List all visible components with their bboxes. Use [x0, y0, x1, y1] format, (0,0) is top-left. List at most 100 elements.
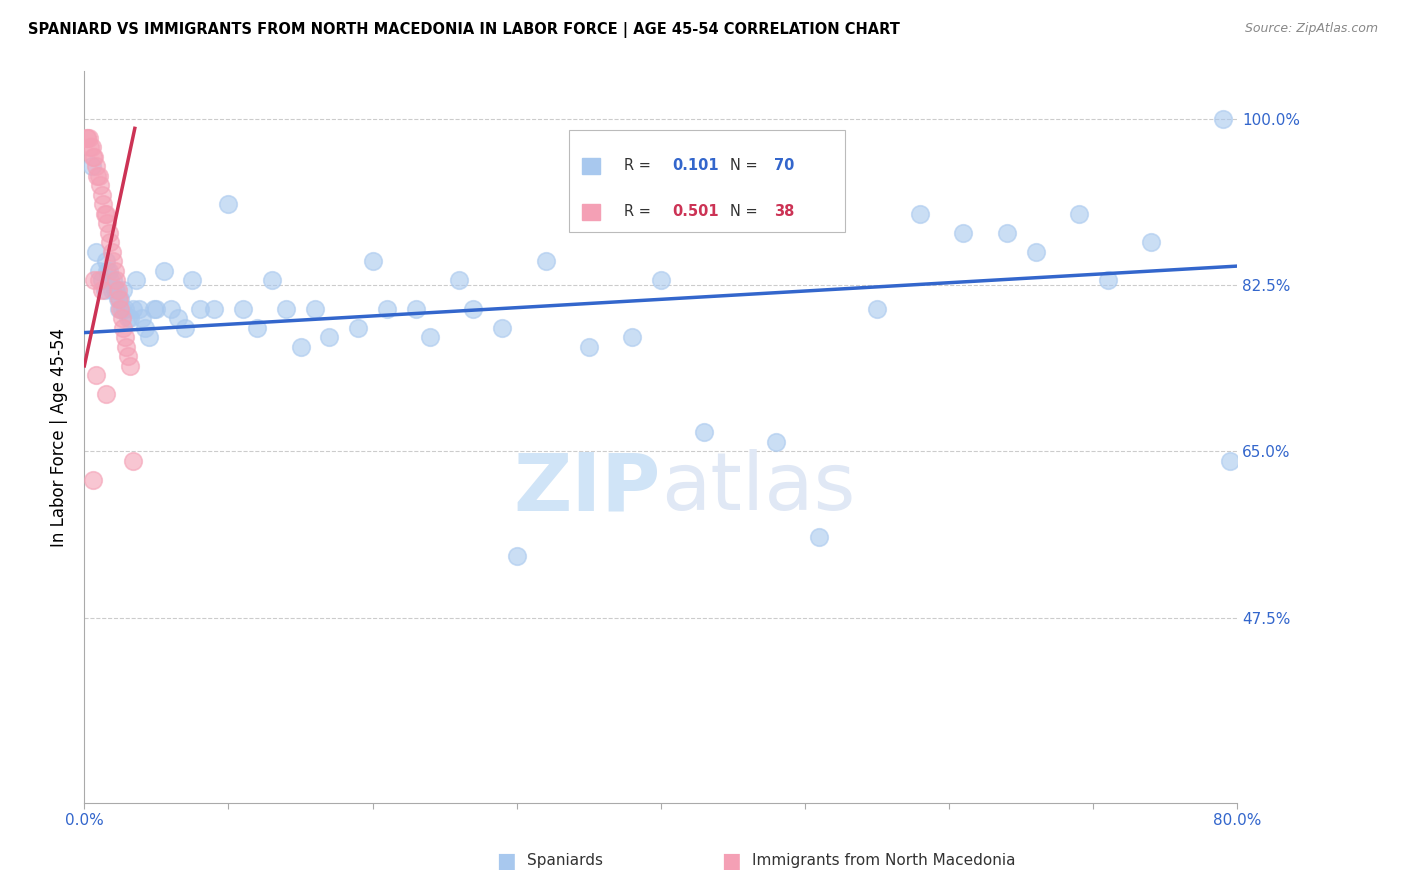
Point: [405, 301, 427, 316]
Y-axis label: In Labor Force | Age 45-54: In Labor Force | Age 45-54: [51, 327, 69, 547]
Point: [125, 273, 148, 287]
Point: [120, 359, 142, 373]
Point: [80, 140, 103, 154]
Point: [232, 301, 254, 316]
Point: [97, 264, 120, 278]
Point: [578, 340, 600, 354]
Point: [808, 530, 831, 544]
Point: [181, 273, 204, 287]
Point: [419, 330, 441, 344]
Point: [90, 283, 112, 297]
Point: [318, 330, 340, 344]
Point: [112, 283, 135, 297]
Point: [117, 311, 139, 326]
Point: [1219, 454, 1241, 468]
Point: [83, 150, 105, 164]
Point: [375, 301, 398, 316]
Point: [1025, 244, 1047, 259]
Point: [100, 283, 122, 297]
Point: [218, 197, 240, 211]
Point: [138, 330, 160, 344]
Point: [97, 226, 120, 240]
Point: [108, 301, 131, 316]
Point: [142, 301, 165, 316]
Point: [866, 301, 889, 316]
Point: [90, 187, 112, 202]
Point: [534, 254, 557, 268]
Point: [98, 273, 121, 287]
Point: [87, 273, 110, 287]
Point: [952, 226, 974, 240]
Point: [111, 311, 134, 326]
Point: [108, 293, 131, 307]
Text: ZIP: ZIP: [513, 450, 661, 527]
Point: [115, 340, 138, 354]
Point: [908, 207, 931, 221]
Text: N =: N =: [730, 158, 762, 173]
Point: [260, 273, 283, 287]
Point: [290, 340, 312, 354]
Point: [693, 425, 716, 440]
Point: [202, 301, 225, 316]
Point: [122, 301, 145, 316]
Point: [160, 301, 183, 316]
Point: [304, 301, 326, 316]
Point: [1140, 235, 1163, 250]
Text: Immigrants from North Macedonia: Immigrants from North Macedonia: [752, 854, 1015, 868]
Text: 38: 38: [773, 204, 794, 219]
Point: [89, 178, 111, 193]
Point: [765, 434, 787, 449]
Point: [1097, 273, 1119, 287]
Point: [107, 283, 129, 297]
Point: [87, 169, 110, 183]
Text: Source: ZipAtlas.com: Source: ZipAtlas.com: [1244, 22, 1378, 36]
Point: [246, 321, 269, 335]
Point: [77, 131, 100, 145]
Point: [447, 273, 470, 287]
Point: [131, 311, 153, 326]
Point: [167, 311, 190, 326]
Point: [91, 197, 114, 211]
Point: [117, 349, 139, 363]
Point: [128, 301, 150, 316]
Point: [98, 235, 121, 250]
Point: [96, 264, 118, 278]
Point: [82, 473, 104, 487]
Point: [84, 368, 107, 383]
Point: [104, 264, 127, 278]
Point: [650, 273, 672, 287]
Point: [87, 264, 110, 278]
Point: [110, 293, 132, 307]
Point: [1212, 112, 1234, 126]
Point: [145, 301, 167, 316]
Point: [84, 244, 107, 259]
Point: [86, 169, 108, 183]
Text: atlas: atlas: [661, 450, 855, 527]
Point: [361, 254, 384, 268]
Point: [188, 301, 211, 316]
Point: [104, 283, 127, 297]
Text: 0.101: 0.101: [672, 158, 718, 173]
Point: [107, 293, 129, 307]
Point: [93, 283, 115, 297]
Point: [105, 283, 128, 297]
Point: [82, 150, 104, 164]
Point: [103, 254, 125, 268]
Point: [90, 273, 112, 287]
Point: [112, 321, 135, 335]
Point: [114, 330, 136, 344]
Point: [76, 131, 98, 145]
Point: [995, 226, 1018, 240]
Point: [276, 301, 298, 316]
Text: N =: N =: [730, 204, 762, 219]
Point: [96, 216, 118, 230]
Text: Spaniards: Spaniards: [527, 854, 603, 868]
Point: [94, 254, 117, 268]
Point: [110, 301, 132, 316]
Point: [79, 140, 101, 154]
Point: [83, 273, 105, 287]
Point: [506, 549, 529, 563]
Point: [174, 321, 197, 335]
Text: R =: R =: [624, 204, 655, 219]
Point: [491, 321, 513, 335]
